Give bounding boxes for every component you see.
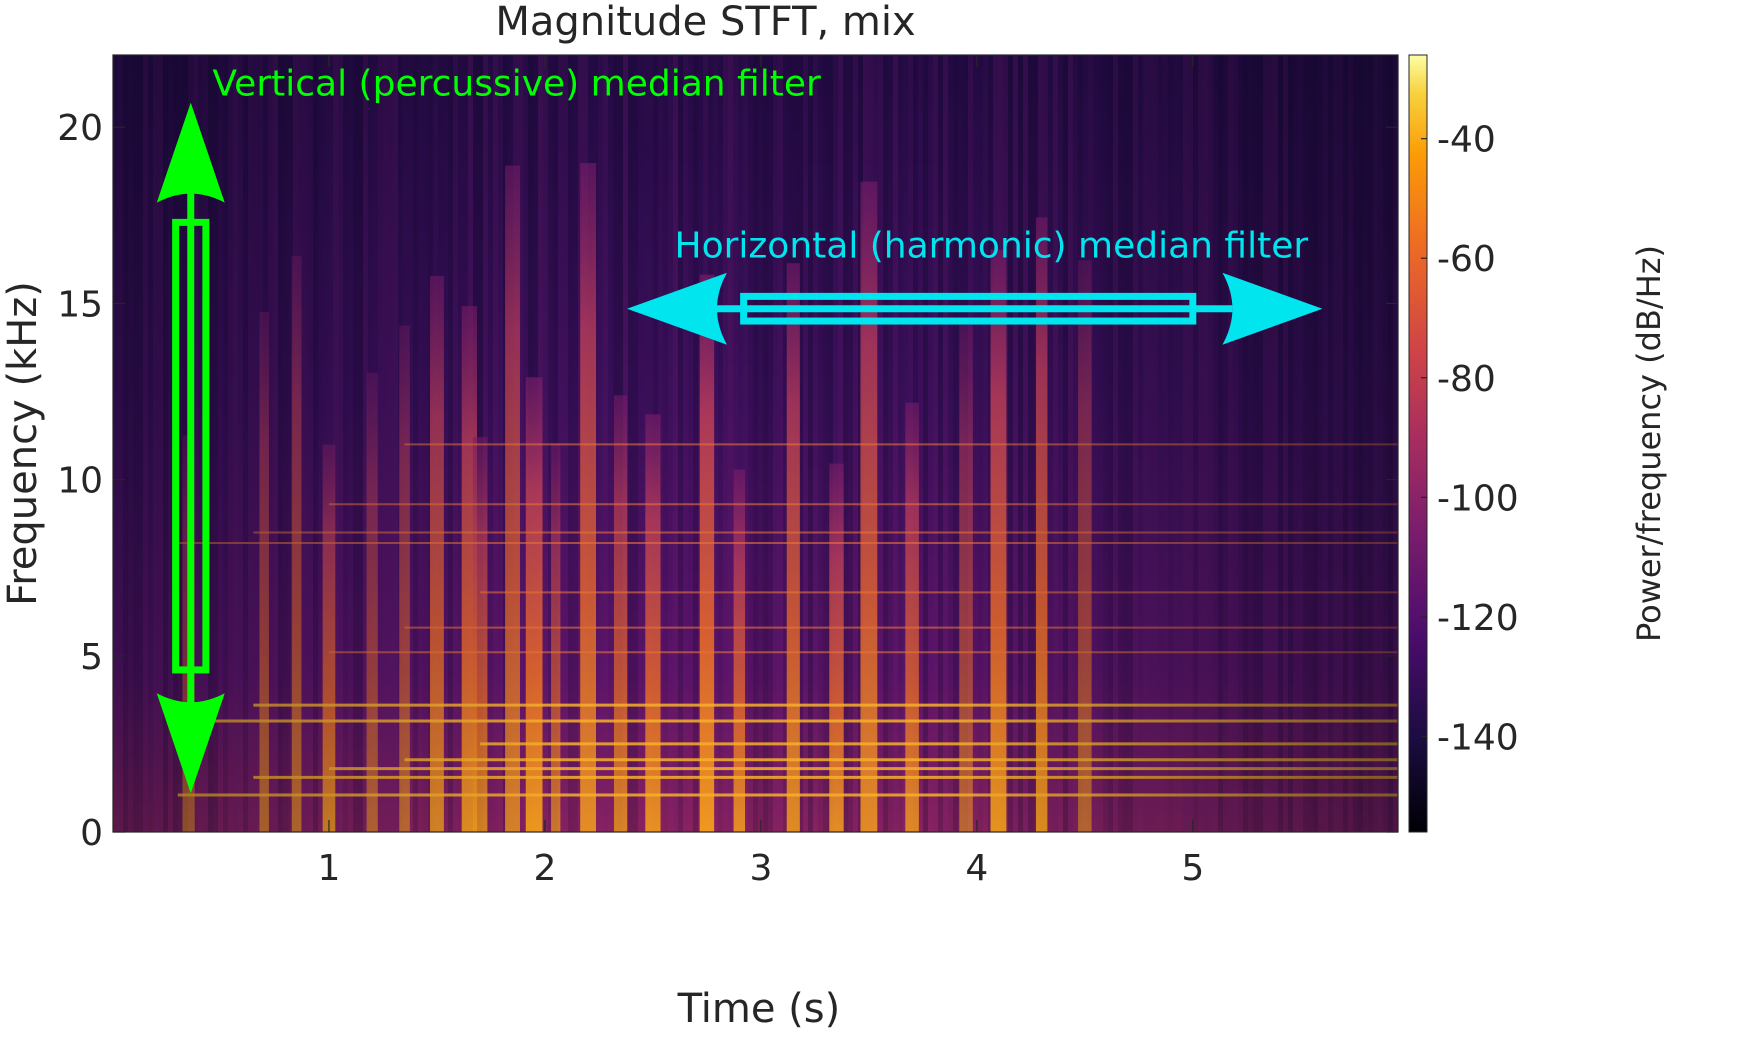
colorbar-label: Power/frequency (dB/Hz) (1630, 245, 1668, 642)
vertical-filter-box (172, 218, 210, 674)
horizontal-arrow-head-left (627, 272, 727, 345)
colorbar (1408, 54, 1428, 833)
y-tick-label: 20 (57, 108, 103, 149)
x-tick-label: 1 (318, 848, 341, 889)
x-tick-label: 4 (965, 848, 988, 889)
horizontal-arrow-head-right (1222, 272, 1323, 345)
colorbar-tick-label: -60 (1437, 239, 1496, 280)
vertical-annotation-label: Vertical (percussive) median filter (212, 64, 821, 105)
x-tick-label: 2 (533, 848, 556, 889)
colorbar-tick-label: -120 (1437, 598, 1519, 639)
vertical-arrow-head-down (156, 693, 225, 794)
plot-frame (112, 54, 1399, 833)
x-tick-label: 3 (749, 848, 772, 889)
colorbar-tick-label: -80 (1437, 359, 1496, 400)
y-tick-label: 15 (57, 284, 103, 325)
y-tick-label: 10 (57, 461, 103, 502)
colorbar-tick-label: -140 (1437, 717, 1519, 758)
y-axis-label: Frequency (kHz) (0, 281, 46, 606)
spectrogram-shade (113, 55, 1398, 832)
colorbar-tick-label: -40 (1437, 120, 1496, 161)
y-tick-label: 0 (80, 813, 103, 854)
vertical-arrow-head-up (156, 102, 225, 203)
spectrogram-image (113, 55, 1398, 832)
horizontal-annotation-label: Horizontal (harmonic) median filter (675, 226, 1309, 267)
x-axis: 1 2 3 4 5 (318, 55, 1204, 889)
colorbar-tick-label: -100 (1437, 478, 1519, 519)
horizontal-annotation: Horizontal (harmonic) median filter (627, 226, 1323, 345)
annotations: Vertical (percussive) median filter Horiz… (156, 64, 1323, 794)
x-axis-label: Time (s) (677, 986, 841, 1032)
y-tick-label: 5 (80, 637, 103, 678)
horizontal-filter-box (740, 292, 1197, 325)
colorbar-axis: -40 -60 -80 -100 -120 -140 (1421, 120, 1519, 758)
vertical-annotation: Vertical (percussive) median filter (156, 64, 821, 794)
chart-title: Magnitude STFT, mix (495, 0, 915, 45)
y-axis: 0 5 10 15 20 (57, 108, 1398, 854)
x-tick-label: 5 (1181, 848, 1204, 889)
